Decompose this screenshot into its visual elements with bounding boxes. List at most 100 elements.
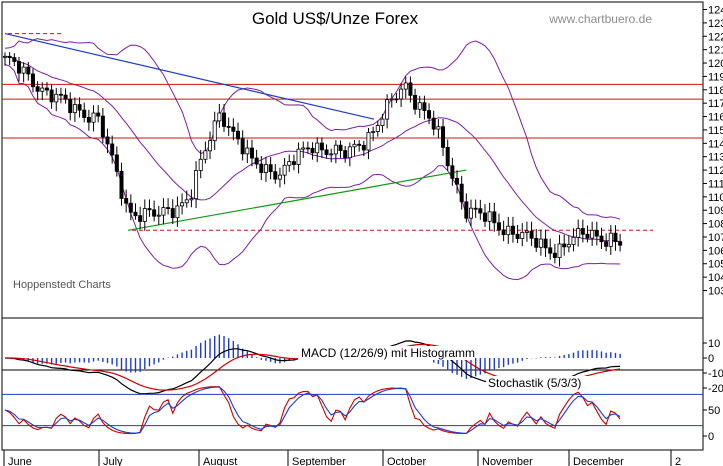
price-y-tick-label: 1140 <box>708 138 723 150</box>
price-bar-body <box>562 243 567 248</box>
price-bar-body <box>361 144 366 151</box>
price-bar-body <box>343 150 348 159</box>
price-bar-body <box>68 98 73 114</box>
price-bar-body <box>613 232 618 243</box>
price-bar-body <box>156 214 161 217</box>
price-bar-body <box>408 82 413 96</box>
x-axis-month-label: June <box>8 456 32 466</box>
macd-label-bg <box>298 346 474 360</box>
price-bar-body <box>590 229 595 239</box>
price-bar-body <box>394 98 399 101</box>
price-bar-body <box>30 73 35 88</box>
price-y-tick-label: 1220 <box>708 31 723 43</box>
price-bar-body <box>310 147 315 154</box>
price-bar-body <box>124 198 129 204</box>
price-bar-body <box>147 208 152 211</box>
price-bar-body <box>487 211 492 222</box>
price-bar-body <box>501 229 506 236</box>
price-bar-body <box>142 208 147 222</box>
stoch-y-tick-label: 0 <box>708 431 714 443</box>
price-bar-body <box>347 146 352 159</box>
x-axis-month-label: October <box>387 456 426 466</box>
price-bar-body <box>287 161 292 166</box>
stoch-y-tick-label: 50 <box>708 405 720 417</box>
price-bar-body <box>249 147 254 159</box>
macd-y-tick-label: -10 <box>708 368 723 380</box>
price-y-tick-label: 1110 <box>708 178 723 190</box>
x-axis-month-label: November <box>482 456 533 466</box>
price-bar-body <box>35 86 40 92</box>
x-axis-month-label: 2 <box>675 456 681 466</box>
price-bar-body <box>534 237 539 248</box>
price-bar-body <box>245 147 250 155</box>
macd-y-tick-label: 0 <box>708 353 714 365</box>
price-bar-body <box>198 158 203 171</box>
price-bar-body <box>114 154 119 172</box>
price-bar-body <box>618 241 623 246</box>
price-bar-body <box>315 142 320 154</box>
x-axis-month-label: July <box>103 456 123 466</box>
price-bar-body <box>222 112 227 127</box>
price-bar-body <box>524 230 529 233</box>
price-bar-body <box>119 170 124 199</box>
plot-frame <box>1 1 704 451</box>
price-bar-body <box>259 163 264 173</box>
price-bar-body <box>273 171 278 180</box>
price-bar-body <box>464 201 469 219</box>
price-bar-body <box>538 238 543 248</box>
price-bar-body <box>26 66 31 75</box>
price-y-tick-label: 1050 <box>708 259 723 271</box>
x-axis-month-label: August <box>203 456 237 466</box>
price-bar-body <box>12 57 17 62</box>
price-y-tick-label: 1200 <box>708 58 723 70</box>
price-y-tick-label: 1080 <box>708 219 723 231</box>
price-bar-body <box>175 205 180 219</box>
stoch-label: Stochastik (5/3/3) <box>488 376 581 390</box>
price-y-tick-label: 1100 <box>708 192 723 204</box>
price-bar-body <box>608 232 613 247</box>
price-bar-body <box>543 238 548 249</box>
price-bar-body <box>254 157 259 165</box>
price-bar-body <box>417 102 422 110</box>
price-bar-body <box>166 207 171 209</box>
price-bar-body <box>459 183 464 203</box>
price-bar-body <box>324 149 329 155</box>
price-bar-body <box>557 243 562 258</box>
price-bar-body <box>72 104 77 114</box>
price-bar-body <box>305 147 310 150</box>
price-y-tick-label: 1190 <box>708 71 723 83</box>
price-bar-body <box>54 93 59 103</box>
price-bar-body <box>571 236 576 245</box>
price-bar-body <box>529 230 534 239</box>
price-bar-body <box>301 147 306 150</box>
price-y-tick-label: 1160 <box>708 112 723 124</box>
price-bar-body <box>161 207 166 216</box>
macd-label: MACD (12/26/9) mit Histogramm <box>301 346 475 360</box>
price-bar-body <box>375 125 380 132</box>
price-bar-body <box>496 222 501 231</box>
price-y-tick-label: 1120 <box>708 165 723 177</box>
macd-y-tick-label: 10 <box>708 338 720 350</box>
price-bar-body <box>40 87 45 92</box>
price-y-tick-label: 1230 <box>708 18 723 30</box>
price-y-tick-label: 1130 <box>708 152 723 164</box>
price-bar-body <box>235 130 240 140</box>
price-bar-body <box>436 126 441 130</box>
price-bar-body <box>366 132 371 151</box>
price-bar-body <box>478 208 483 214</box>
price-bar-body <box>86 117 91 123</box>
price-y-tick-label: 1030 <box>708 286 723 298</box>
price-bar-body <box>431 117 436 130</box>
price-bar-body <box>21 66 26 74</box>
price-bar-body <box>450 165 455 179</box>
price-y-tick-label: 1240 <box>708 5 723 17</box>
price-bar-body <box>492 211 497 224</box>
price-bar-body <box>422 102 427 111</box>
price-bar-body <box>212 120 217 142</box>
price-bar-body <box>380 118 385 126</box>
price-y-tick-label: 1170 <box>708 98 723 110</box>
price-y-tick-label: 1070 <box>708 232 723 244</box>
